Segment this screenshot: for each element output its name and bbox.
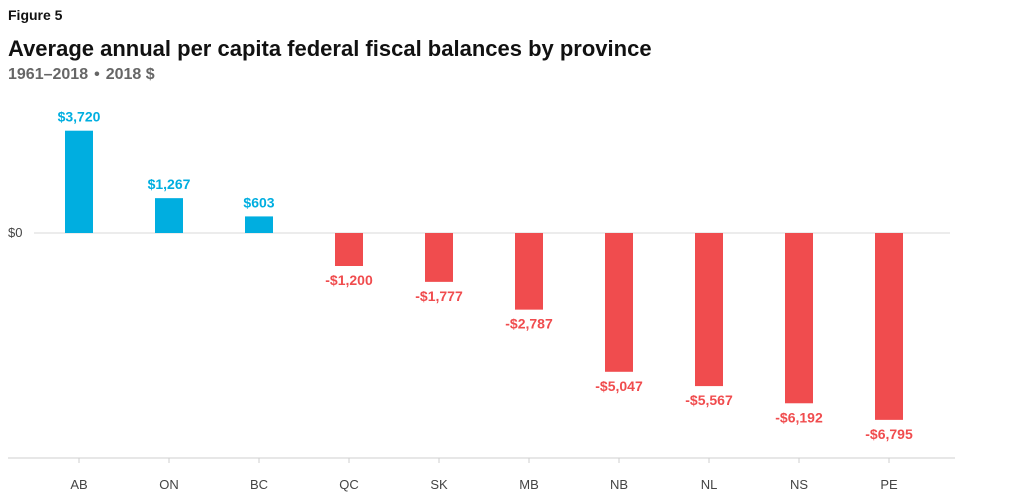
- bar-nb: [605, 233, 633, 372]
- bar-pe: [875, 233, 903, 420]
- x-tick-label-on: ON: [159, 477, 179, 492]
- x-tick-label-nl: NL: [701, 477, 718, 492]
- bar-on: [155, 198, 183, 233]
- x-tick-label-bc: BC: [250, 477, 268, 492]
- x-tick-label-sk: SK: [430, 477, 448, 492]
- x-tick-label-mb: MB: [519, 477, 539, 492]
- subtitle-units: 2018 $: [105, 66, 155, 83]
- value-label-nb: -$5,047: [595, 378, 643, 394]
- value-label-ab: $3,720: [58, 109, 101, 125]
- bar-ns: [785, 233, 813, 404]
- subtitle-period: 1961–2018: [8, 66, 89, 83]
- x-tick-label-ab: AB: [70, 477, 87, 492]
- value-label-mb: -$2,787: [505, 316, 553, 332]
- value-label-ns: -$6,192: [775, 409, 823, 425]
- chart-title: Average annual per capita federal fiscal…: [8, 36, 652, 61]
- bar-mb: [515, 233, 543, 310]
- bar-nl: [695, 233, 723, 387]
- value-label-pe: -$6,795: [865, 426, 913, 442]
- value-label-nl: -$5,567: [685, 392, 733, 408]
- bar-sk: [425, 233, 453, 282]
- x-tick-label-ns: NS: [790, 477, 808, 492]
- bar-bc: [245, 216, 273, 233]
- bar-ab: [65, 130, 93, 233]
- value-label-bc: $603: [243, 194, 274, 210]
- value-label-qc: -$1,200: [325, 272, 373, 288]
- figure-label: Figure 5: [8, 7, 63, 23]
- value-label-on: $1,267: [148, 176, 191, 192]
- x-tick-label-qc: QC: [339, 477, 359, 492]
- y-tick-label-zero: $0: [8, 225, 22, 240]
- value-label-sk: -$1,777: [415, 288, 463, 304]
- x-tick-label-pe: PE: [880, 477, 898, 492]
- x-tick-label-nb: NB: [610, 477, 628, 492]
- bar-qc: [335, 233, 363, 266]
- chart-subtitle: 1961–2018 • 2018 $: [8, 66, 155, 84]
- subtitle-separator: •: [94, 66, 100, 83]
